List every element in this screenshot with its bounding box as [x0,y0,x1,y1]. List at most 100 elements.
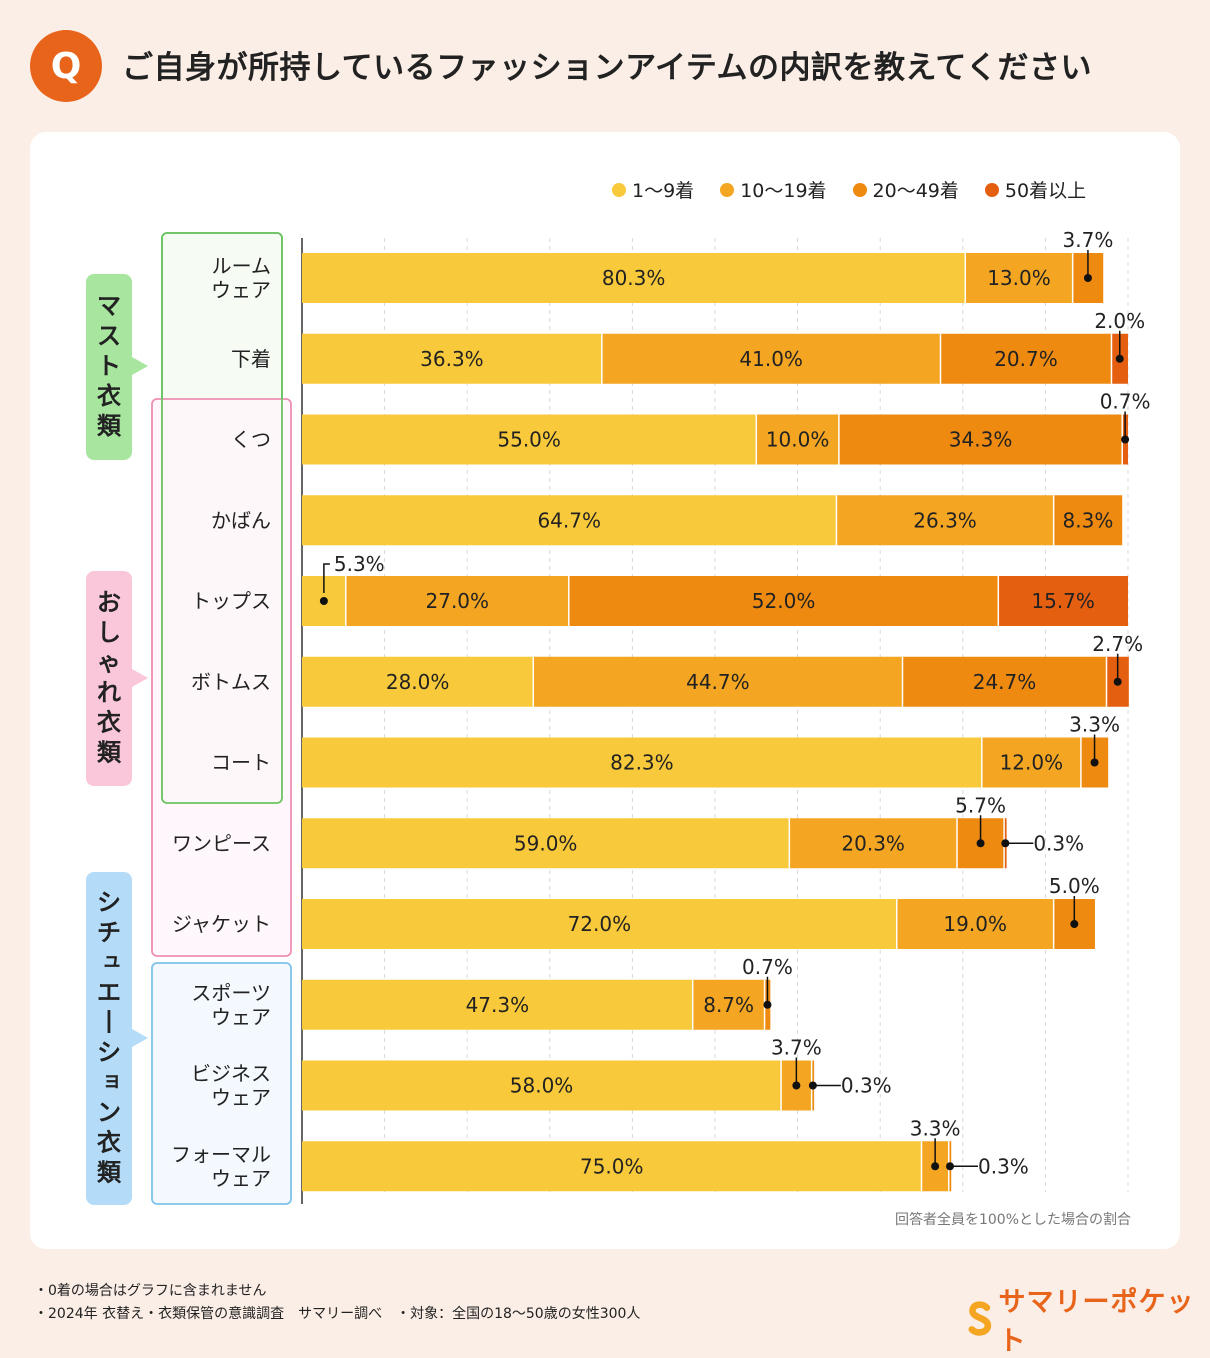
legend-item-4: 50着以上 [984,176,1086,203]
group-tag-arrow-2 [132,1029,148,1047]
bar-row-11: 75.0% 3.3% 0.3% [302,1116,1029,1192]
group-tag-char: ュ [102,948,122,972]
data-label-0-1: 13.0% [987,266,1051,290]
bar-segment-0-1 [965,253,1073,303]
callout-label-0-2: 3.7% [1063,228,1114,252]
brand-logo: サマリーポケット [968,1280,1210,1358]
bar-segment-1-2 [940,333,1112,384]
data-label-1-0: 36.3% [420,347,484,371]
bar-row-6: 82.3% 12.0%3.3% [302,713,1120,788]
category-label-7-0: ワンピース [172,831,271,855]
group-tag-char: マ [97,292,121,320]
bar-row-2: 55.0% 10.0% 34.3% 0.7% [302,390,1151,465]
bar-row-9: 47.3% 8.7% 0.7% [302,955,793,1030]
group-tag-char: れ [97,679,121,707]
bar-segment-10-0 [302,1060,782,1111]
data-label-2-2: 34.3% [949,428,1013,452]
group-tag-0 [86,274,132,460]
group-tag-2 [86,872,132,1205]
bar-segment-1-1 [601,333,941,384]
bar-segment-0-0 [302,253,966,303]
bar-segment-5-0 [302,656,534,707]
callout-dot-4-0 [319,597,328,605]
callout-label-8-2: 5.0% [1049,874,1100,898]
legend-dot-1 [612,182,626,197]
data-label-0-0: 80.3% [602,266,666,290]
group-tag-char: ト [97,352,121,380]
data-label-3-1: 26.3% [913,508,977,532]
bar-segment-5-2 [902,656,1107,707]
group-box-situation [151,962,292,1205]
bar-segment-7-1 [789,818,958,869]
bar-row-10: 58.0% 3.7% 0.3% [302,1036,892,1111]
bar-row-0: 80.3% 13.0% 3.7% [302,228,1113,303]
legend-item-1: 1〜9着 [612,176,694,203]
group-tag-char: お [97,589,121,617]
data-label-2-0: 55.0% [497,428,561,452]
bar-segment-2-0 [302,414,757,465]
data-label-7-1: 20.3% [841,831,905,855]
bar-segment-4-1 [345,576,569,626]
bar-row-3: 64.7% 26.3% 8.3% [302,495,1123,546]
category-label-8-0: ジャケット [172,912,271,936]
data-label-3-2: 8.3% [1063,508,1114,532]
bar-row-4: 27.0% 52.0% 15.7% 5.3% [302,552,1128,626]
callout-label-2-3: 0.7% [1100,390,1151,414]
callout-label-9-2: 0.7% [742,955,793,979]
logo-text: サマリーポケット [998,1287,1195,1357]
group-tag-char: ゃ [97,649,121,677]
data-label-5-2: 24.7% [973,670,1037,694]
category-label-1-0: 下着 [231,347,271,371]
bar-segment-2-2 [838,414,1123,465]
data-label-11-0: 75.0% [580,1154,644,1178]
callout-label-11-1: 3.3% [910,1116,961,1140]
group-tag-char: ョ [102,1068,122,1092]
group-tag-char: 衣 [97,382,121,410]
data-label-1-1: 41.0% [739,347,803,371]
data-label-4-2: 52.0% [752,589,816,613]
legend-dot-4 [984,182,999,197]
category-label-6-0: コート [211,751,271,775]
legend-label-2: 10〜19着 [740,180,827,202]
bar-segment-11-0 [302,1141,922,1192]
group-tag-arrow-0 [132,357,148,375]
category-label-0-0: ルーム [212,254,271,278]
category-label-10-0: ビジネス [191,1062,271,1086]
legend-label-1: 1〜9着 [632,180,695,202]
category-label-4-0: トップス [191,589,271,613]
data-label-5-0: 28.0% [386,670,450,694]
callout-label-1-3: 2.0% [1094,309,1145,333]
bar-segment-4-3 [998,576,1128,626]
group-tag-char: 類 [97,1159,122,1187]
footer-note-2: ・2024年 衣替え・衣類保管の意識調査 サマリー調べ ・対象：全国の18〜50… [34,1306,641,1322]
category-label-0-1: ウェア [211,278,271,302]
legend-dot-2 [720,182,735,197]
bar-segment-8-1 [896,899,1054,949]
group-tag-1 [86,571,132,786]
group-tag-char: エ [97,979,121,1007]
group-tag-char: ス [97,322,121,350]
data-label-6-1: 12.0% [1000,751,1064,775]
bar-segment-9-0 [302,979,693,1030]
bar-segment-1-0 [302,333,602,384]
bar-segment-8-0 [302,899,897,949]
data-label-4-3: 15.7% [1031,589,1095,613]
data-label-8-1: 19.0% [943,912,1007,936]
group-tag-char: シ [97,1039,121,1067]
page-title: ご自身が所持しているファッションアイテムの内訳を教えてください [122,50,1092,86]
callout-label-5-3: 2.7% [1092,632,1143,656]
bar-segment-6-1 [981,737,1081,788]
legend-label-3: 20〜49着 [872,180,959,202]
footer-note-1: ・0着の場合はグラフに含まれません [34,1283,267,1299]
bar-row-5: 28.0% 44.7% 24.7% 2.7% [302,632,1143,707]
legend: 1〜9着 10〜19着 20〜49着 50着以上 [612,176,1086,203]
bar-segment-2-1 [756,414,839,465]
group-tag-char: 衣 [97,1129,121,1157]
group-box-must-outline [161,232,283,804]
bar-segment-5-1 [533,656,903,707]
data-label-4-1: 27.0% [426,589,490,613]
callout-label-7-3: 0.3% [1033,831,1084,855]
category-label-9-1: ウェア [211,1005,271,1029]
group-tag-char: 類 [97,739,122,767]
